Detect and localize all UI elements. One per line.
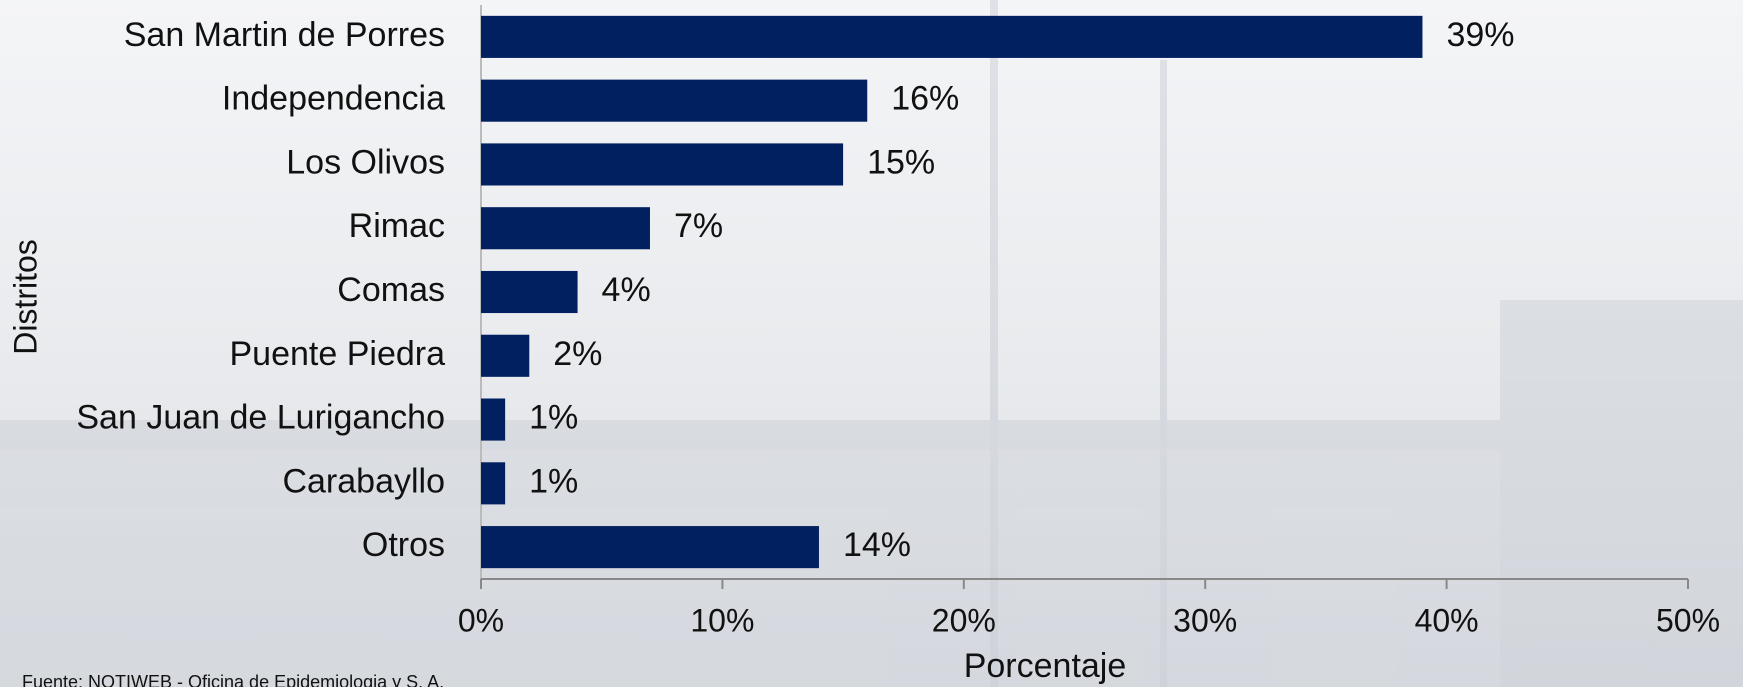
y-tick-label: Comas <box>337 271 445 309</box>
y-tick-label: San Juan de Lurigancho <box>76 399 445 437</box>
y-tick-label: Rimac <box>349 207 445 245</box>
value-label: 1% <box>529 399 578 437</box>
bar <box>481 207 650 250</box>
value-label: 1% <box>529 462 578 500</box>
x-tick-label: 40% <box>1415 602 1479 638</box>
y-tick-label: Puente Piedra <box>230 335 446 373</box>
value-label: 4% <box>602 271 651 309</box>
value-label: 15% <box>867 143 935 181</box>
y-tick-label: San Martin de Porres <box>124 16 445 54</box>
y-tick-label: Los Olivos <box>286 143 445 181</box>
x-tick-label: 0% <box>458 602 504 638</box>
value-label: 14% <box>843 526 911 564</box>
bar <box>481 462 506 505</box>
value-label: 2% <box>553 335 602 373</box>
bar <box>481 79 868 122</box>
bar <box>481 334 530 377</box>
y-tick-label: Independencia <box>222 80 445 118</box>
value-label: 7% <box>674 207 723 245</box>
bar <box>481 398 506 441</box>
value-label: 39% <box>1446 16 1514 54</box>
x-tick-label: 10% <box>690 602 754 638</box>
bar <box>481 143 844 186</box>
x-tick-label: 30% <box>1173 602 1237 638</box>
y-tick-label: Otros <box>362 526 445 564</box>
x-axis-title: Porcentaje <box>964 647 1127 685</box>
x-tick-label: 50% <box>1656 602 1720 638</box>
bar <box>481 526 819 569</box>
y-axis-title: Distritos <box>7 239 43 355</box>
bar <box>481 270 578 314</box>
bar <box>481 15 1423 58</box>
x-tick-label: 20% <box>932 602 996 638</box>
source-note: Fuente: NOTIWEB - Oficina de Epidemiolog… <box>22 672 444 687</box>
y-tick-label: Carabayllo <box>282 462 445 500</box>
value-label: 16% <box>891 80 959 118</box>
